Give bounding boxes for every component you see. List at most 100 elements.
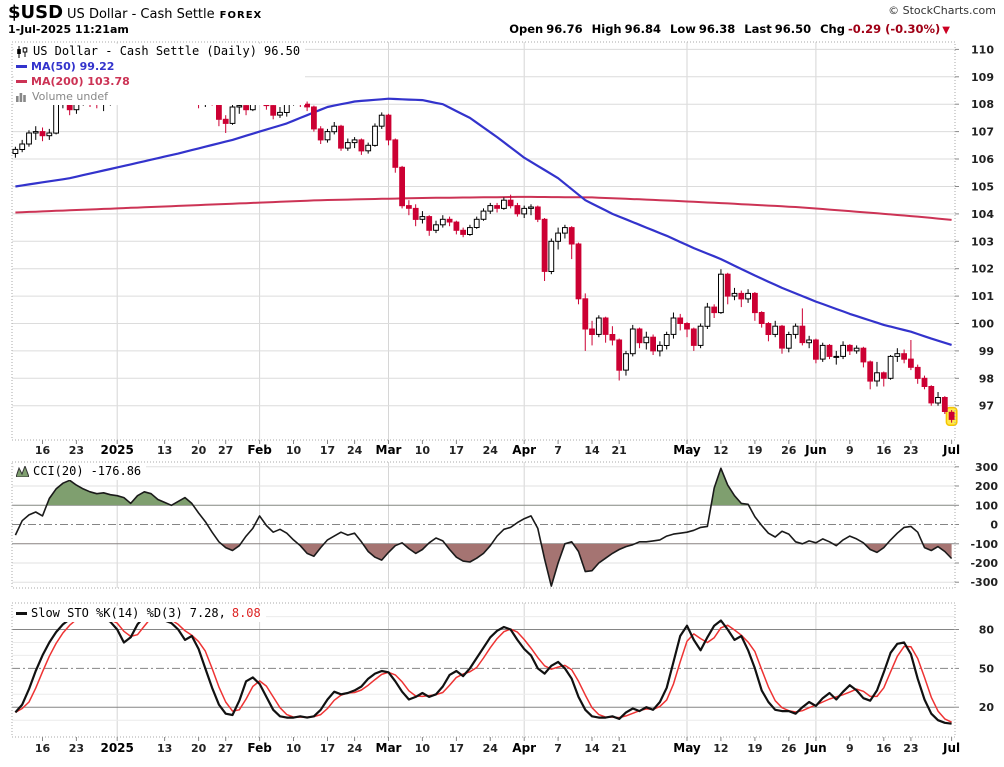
x-tick-label: 16 (876, 444, 892, 457)
candle (406, 205, 412, 209)
low-value: 96.38 (698, 22, 736, 36)
candle (826, 344, 833, 357)
quote-row: Open 96.76 High 96.84 Low 96.38 Last 96.50 Chg -0… (509, 22, 950, 36)
candle (378, 114, 385, 127)
x-tick-label: Mar (376, 741, 402, 755)
x-tick-label: 13 (157, 444, 172, 457)
candle (46, 132, 53, 137)
candle (785, 334, 792, 349)
candle (426, 216, 433, 231)
ma200-legend: MA(200) 103.78 (16, 74, 300, 89)
x-tick-label: 9 (846, 444, 854, 457)
cci-ytick-label: 300 (975, 461, 998, 474)
volume-label: Volume undef (32, 90, 108, 103)
candle (589, 328, 595, 335)
candle (351, 139, 358, 144)
price-ytick-label: 97 (979, 400, 994, 413)
candle (331, 125, 338, 133)
x-tick-label: 12 (713, 742, 728, 755)
candle (487, 205, 494, 212)
price-ytick-label: 110 (971, 43, 994, 56)
x-tick-label: 20 (191, 444, 207, 457)
x-tick-label: 10 (286, 742, 302, 755)
x-tick-label: 19 (747, 742, 762, 755)
price-ytick-label: 104 (971, 208, 994, 221)
candle (765, 323, 772, 335)
candle (752, 292, 758, 314)
x-tick-label: 17 (320, 444, 335, 457)
candle (412, 207, 419, 220)
candle (860, 347, 867, 363)
candle (365, 144, 372, 152)
cci-panel: 300 200 100 0 -100 -200 -300 (11, 461, 998, 589)
cci-line (14, 467, 953, 587)
candle (534, 206, 541, 220)
x-tick-label: 16 (35, 742, 51, 755)
candle (392, 139, 399, 168)
candle (901, 353, 908, 360)
candle (277, 111, 283, 116)
candle (53, 102, 60, 134)
candle (819, 344, 826, 360)
candle (921, 377, 928, 387)
candle (914, 366, 921, 379)
open-label: Open (509, 22, 544, 36)
x-tick-label: 13 (157, 742, 172, 755)
x-tick-label: Feb (247, 443, 272, 457)
instrument-name: US Dollar - Cash Settle (67, 7, 215, 22)
candle (711, 306, 718, 314)
candle (494, 205, 501, 209)
cci-overbought-fill (46, 468, 749, 506)
x-tick-label: 10 (415, 742, 431, 755)
x-tick-label: Feb (247, 741, 272, 755)
candle (684, 323, 690, 330)
candle (541, 218, 548, 272)
sto-legend-label: Slow STO %K(14) %D(3) (31, 606, 183, 620)
price-ytick-label: 101 (971, 290, 994, 303)
cci-legend-label: CCI(20) (33, 464, 84, 478)
x-tick-label: 14 (584, 444, 600, 457)
candle (650, 336, 657, 352)
candle (507, 199, 514, 207)
ma50-line (15, 97, 952, 346)
chart-timestamp: 1-Jul-2025 11:21am (8, 23, 129, 36)
ma200-swatch (16, 80, 27, 83)
x-tick-label: Jun (804, 443, 827, 457)
candle (941, 397, 948, 412)
candle (229, 106, 236, 124)
candle (704, 306, 711, 327)
chg-value: -0.29 (-0.30%) (847, 22, 941, 36)
copyright-link[interactable]: © StockCharts.com (888, 4, 996, 17)
price-ytick-label: 102 (971, 263, 994, 276)
candle (419, 216, 426, 220)
x-tick-label: 10 (286, 444, 302, 457)
candle (867, 361, 874, 382)
candle (473, 218, 480, 229)
sto-ytick-label: 50 (979, 662, 995, 675)
candle (12, 148, 19, 154)
candle (467, 227, 473, 236)
cci-ytick-label: 0 (990, 519, 998, 532)
cci-ytick-label: -200 (970, 557, 998, 570)
candle (880, 372, 887, 379)
candle (908, 358, 914, 368)
candle (935, 397, 941, 404)
ma50-legend: MA(50) 99.22 (16, 59, 300, 74)
x-tick-label: 24 (347, 742, 363, 755)
price-legend-row: US Dollar - Cash Settle (Daily) 96.50 (16, 44, 300, 59)
candle (372, 125, 378, 146)
candle (460, 229, 467, 235)
candle (948, 411, 955, 420)
candle (887, 355, 894, 379)
x-tick-label: 17 (320, 742, 335, 755)
candle (555, 232, 562, 242)
x-tick-label: 12 (713, 444, 728, 457)
x-tick-label: 17 (449, 742, 464, 755)
price-ytick-label: 99 (979, 345, 994, 358)
sto-legend: Slow STO %K(14) %D(3) 7.28, 8.08 (14, 606, 266, 622)
price-ytick-label: 107 (971, 126, 994, 139)
x-tick-label: 16 (876, 742, 892, 755)
candle (677, 317, 684, 324)
candle (236, 105, 243, 108)
candle (602, 317, 609, 335)
